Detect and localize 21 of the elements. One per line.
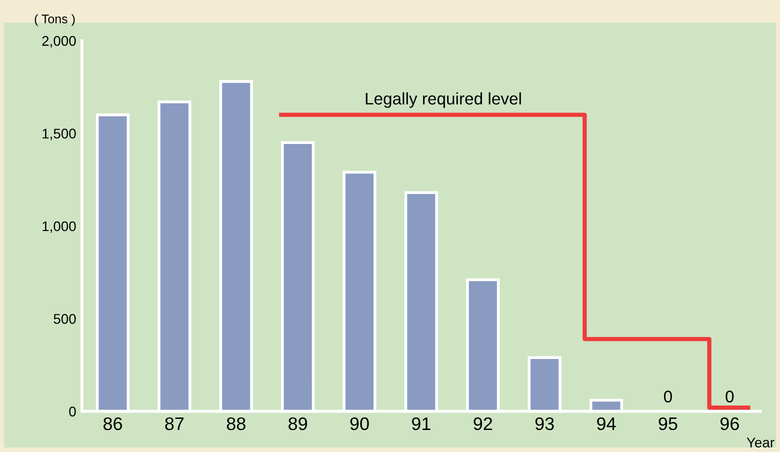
data-label: 0	[726, 390, 734, 402]
y-tick-label: 1,500	[42, 128, 76, 140]
x-axis-title: Year	[746, 438, 774, 448]
x-tick-label: 90	[350, 417, 369, 430]
x-tick-label: 86	[103, 417, 122, 430]
x-tick-label: 93	[535, 417, 554, 430]
y-tick-label: 500	[54, 314, 76, 324]
x-tick-label: 96	[720, 417, 739, 430]
y-axis-title: ( Tons )	[34, 14, 75, 26]
x-tick-label: 91	[412, 417, 430, 430]
x-tick-label: 95	[658, 417, 678, 430]
x-tick-label: 89	[288, 417, 308, 430]
x-tick-label: 94	[597, 417, 616, 430]
data-label: 0	[664, 390, 672, 402]
y-tick-label: 2,000	[42, 36, 76, 48]
x-tick-label: 88	[226, 417, 246, 430]
series-label: Legally required level	[366, 92, 521, 108]
y-tick-label: 1,000	[42, 221, 76, 233]
x-tick-label: 87	[165, 417, 184, 430]
y-tick-label: 0	[69, 406, 76, 416]
x-tick-label: 92	[474, 417, 492, 430]
